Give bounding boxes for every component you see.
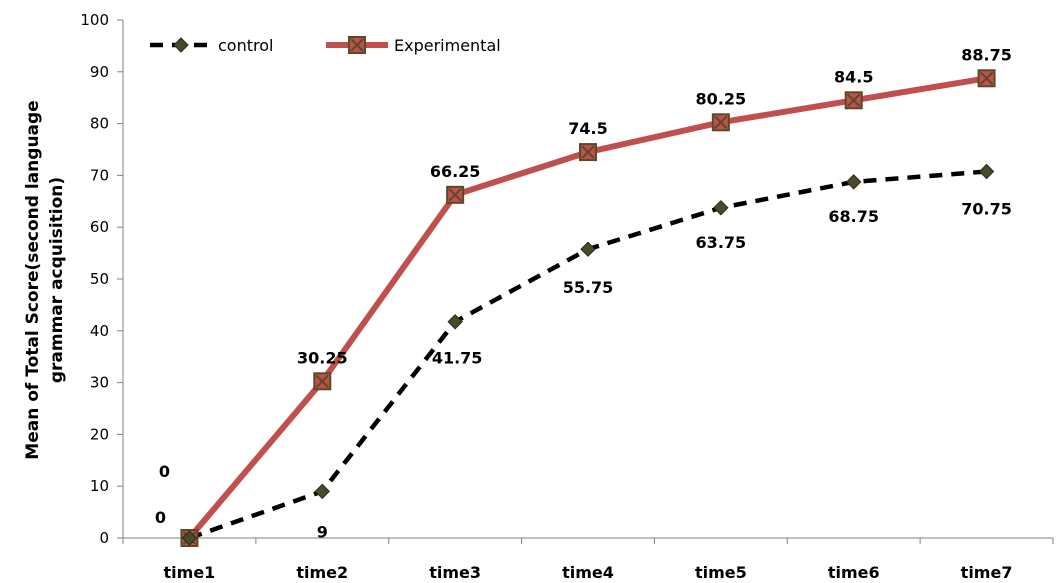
legend: control Experimental — [150, 36, 501, 55]
x-tick-label: time6 — [828, 563, 880, 582]
legend-label-control: control — [218, 36, 273, 55]
marker-experimental-time5-cross-b — [714, 115, 728, 130]
y-tick-label: 10 — [90, 477, 109, 495]
marker-control-time4 — [580, 241, 596, 257]
y-axis-title: Mean of Total Score(second language gram… — [23, 100, 67, 459]
data-label-control-time3: 41.75 — [432, 349, 483, 368]
data-label-control-time6: 68.75 — [828, 207, 879, 226]
x-tick-label: time7 — [961, 563, 1013, 582]
y-tick-label: 60 — [90, 218, 109, 236]
y-tick-label: 0 — [99, 529, 109, 547]
y-axis-title-line1: Mean of Total Score(second language — [23, 100, 43, 459]
y-axis-title-line2: grammar acquisition) — [47, 177, 67, 383]
data-label-control-time1: 0 — [155, 508, 166, 527]
marker-control-time7 — [978, 163, 995, 180]
y-tick-label: 30 — [90, 374, 109, 392]
marker-experimental-time3-cross-b — [448, 188, 462, 202]
y-tick-label: 80 — [90, 115, 109, 133]
data-label-control-time2: 9 — [317, 522, 328, 541]
marker-experimental-time7-cross-b — [979, 71, 994, 85]
data-label-experimental-time5: 80.25 — [696, 89, 747, 108]
legend-marker-control — [173, 37, 189, 53]
x-tick-label: time5 — [695, 563, 747, 582]
legend-label-experimental: Experimental — [394, 36, 501, 55]
marker-control-time6 — [846, 174, 862, 190]
x-tick-label: time4 — [562, 563, 614, 582]
marker-control-time3 — [447, 314, 463, 330]
y-tick-labels: 0 10 20 30 40 50 60 70 80 90 100 — [80, 11, 109, 547]
marker-control-time2 — [314, 483, 330, 500]
legend-marker-experimental-cross-b — [350, 38, 364, 52]
data-label-experimental-time7: 88.75 — [961, 45, 1012, 64]
data-label-experimental-time1: 0 — [159, 462, 170, 481]
data-label-control-time7: 70.75 — [961, 200, 1012, 219]
marker-experimental-time6-cross-b — [847, 93, 861, 107]
y-tick-label: 50 — [90, 270, 109, 288]
data-label-experimental-time6: 84.5 — [834, 67, 873, 86]
y-tick-label: 100 — [80, 11, 109, 29]
x-tick-labels: time1 time2 time3 time4 time5 time6 time7 — [164, 563, 1013, 582]
data-label-experimental-time4: 74.5 — [568, 119, 607, 138]
y-tick-label: 90 — [90, 63, 109, 81]
data-label-control-time4: 55.75 — [563, 278, 614, 297]
marker-experimental-time2-cross-b — [315, 374, 329, 389]
x-tick-label: time1 — [164, 563, 216, 582]
data-label-experimental-time3: 66.25 — [430, 162, 481, 181]
marker-control-time1 — [181, 530, 198, 546]
series-markers — [180, 69, 996, 547]
data-label-control-time5: 63.75 — [696, 233, 747, 252]
marker-control-time5 — [713, 200, 729, 216]
y-tick-label: 40 — [90, 322, 109, 340]
marker-experimental-time4-cross-b — [581, 145, 595, 159]
y-tick-label: 20 — [90, 425, 109, 443]
axes — [117, 19, 1054, 544]
data-labels: 0 30.25 66.25 74.5 80.25 84.5 88.75 0 9 41.75 55.7… — [155, 45, 1012, 541]
x-tick-label: time3 — [429, 563, 481, 582]
data-label-experimental-time2: 30.25 — [297, 348, 348, 367]
y-tick-label: 70 — [90, 166, 109, 184]
x-tick-label: time2 — [296, 563, 348, 582]
